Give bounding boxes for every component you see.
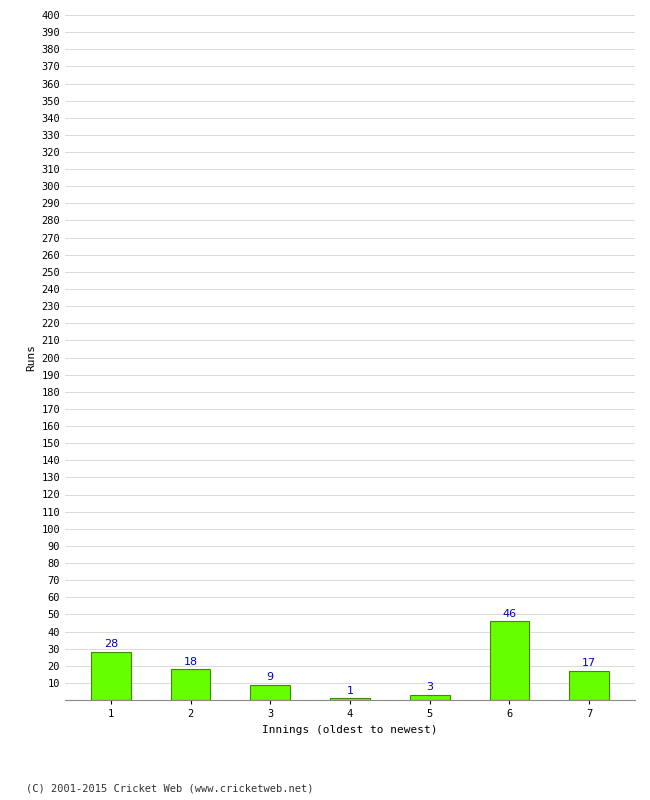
Bar [171, 669, 211, 700]
Text: 28: 28 [104, 639, 118, 650]
Bar [330, 698, 370, 700]
Text: 1: 1 [346, 686, 354, 696]
Bar [410, 695, 450, 700]
Text: 17: 17 [582, 658, 596, 668]
Text: 46: 46 [502, 609, 517, 618]
Text: 18: 18 [183, 657, 198, 666]
Bar [91, 652, 131, 700]
Y-axis label: Runs: Runs [26, 344, 36, 371]
Bar [489, 622, 529, 700]
Text: (C) 2001-2015 Cricket Web (www.cricketweb.net): (C) 2001-2015 Cricket Web (www.cricketwe… [26, 784, 313, 794]
X-axis label: Innings (oldest to newest): Innings (oldest to newest) [262, 725, 437, 734]
Text: 3: 3 [426, 682, 433, 692]
Bar [569, 671, 609, 700]
Bar [250, 685, 290, 700]
Text: 9: 9 [266, 672, 274, 682]
